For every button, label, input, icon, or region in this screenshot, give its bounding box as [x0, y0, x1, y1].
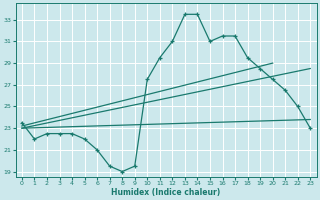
X-axis label: Humidex (Indice chaleur): Humidex (Indice chaleur) [111, 188, 221, 197]
